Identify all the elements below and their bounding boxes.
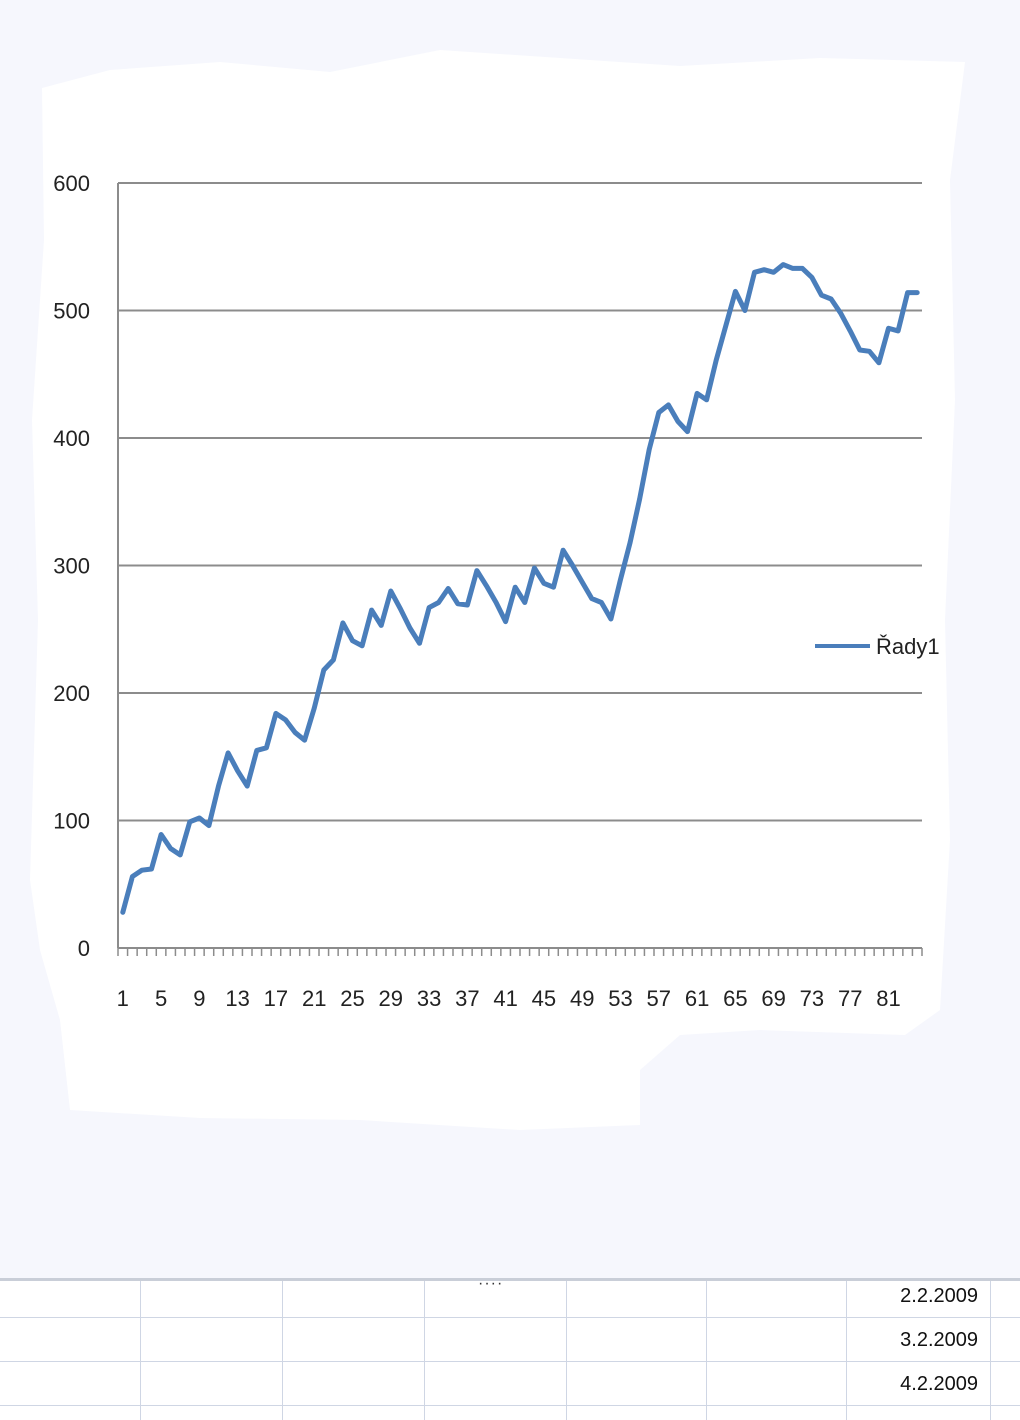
date-cell[interactable]: 3.2.2009 [900, 1329, 978, 1351]
date-cell[interactable]: 4.2.2009 [900, 1373, 978, 1395]
spreadsheet-grid: ···· 2.2.2009 3.2.2009 4.2.2009 [0, 1275, 1020, 1420]
y-tick-label: 100 [53, 809, 90, 834]
row-divider [0, 1317, 1020, 1318]
row-divider [0, 1405, 1020, 1406]
x-tick-label: 57 [647, 986, 671, 1011]
y-tick-label: 500 [53, 299, 90, 324]
x-tick-label: 65 [723, 986, 747, 1011]
x-tick-label: 45 [532, 986, 556, 1011]
x-tick-label: 29 [379, 986, 403, 1011]
x-tick-label: 69 [761, 986, 785, 1011]
y-tick-label: 400 [53, 426, 90, 451]
column-divider [990, 1281, 991, 1420]
legend: Řady1 [815, 634, 940, 659]
x-tick-label: 81 [876, 986, 900, 1011]
column-divider [706, 1281, 707, 1420]
y-tick-label: 300 [53, 554, 90, 579]
x-tick-label: 25 [340, 986, 364, 1011]
legend-label: Řady1 [876, 634, 940, 659]
x-tick-label: 37 [455, 986, 479, 1011]
y-tick-label: 200 [53, 681, 90, 706]
chart-background [30, 50, 965, 1130]
resize-handle-dots[interactable]: ···· [478, 1275, 504, 1292]
column-divider [566, 1281, 567, 1420]
x-tick-label: 5 [155, 986, 167, 1011]
x-tick-label: 73 [800, 986, 824, 1011]
row-divider [0, 1361, 1020, 1362]
x-tick-label: 49 [570, 986, 594, 1011]
date-cell[interactable]: 2.2.2009 [900, 1285, 978, 1307]
column-divider [282, 1281, 283, 1420]
x-axis: 1 5 9 13 17 21 25 29 33 37 41 45 49 53 57 61 65 69 73 77 81 [117, 947, 923, 1011]
x-tick-label: 9 [193, 986, 205, 1011]
x-tick-label: 41 [493, 986, 517, 1011]
column-divider [424, 1281, 425, 1420]
series-line [120, 262, 920, 915]
x-tick-label: 33 [417, 986, 441, 1011]
x-tick-label: 77 [838, 986, 862, 1011]
x-tick-label: 61 [685, 986, 709, 1011]
y-tick-label: 0 [78, 936, 90, 961]
column-divider [140, 1281, 141, 1420]
x-tick-label: 1 [117, 986, 129, 1011]
column-divider [846, 1281, 847, 1420]
x-tick-label: 21 [302, 986, 326, 1011]
x-tick-label: 53 [608, 986, 632, 1011]
grid-lines [118, 182, 922, 822]
x-tick-label: 13 [225, 986, 249, 1011]
y-axis: 0 100 200 300 400 500 600 [53, 171, 119, 961]
x-tick-label: 17 [264, 986, 288, 1011]
y-tick-label: 600 [53, 171, 90, 196]
series-group [120, 262, 920, 915]
